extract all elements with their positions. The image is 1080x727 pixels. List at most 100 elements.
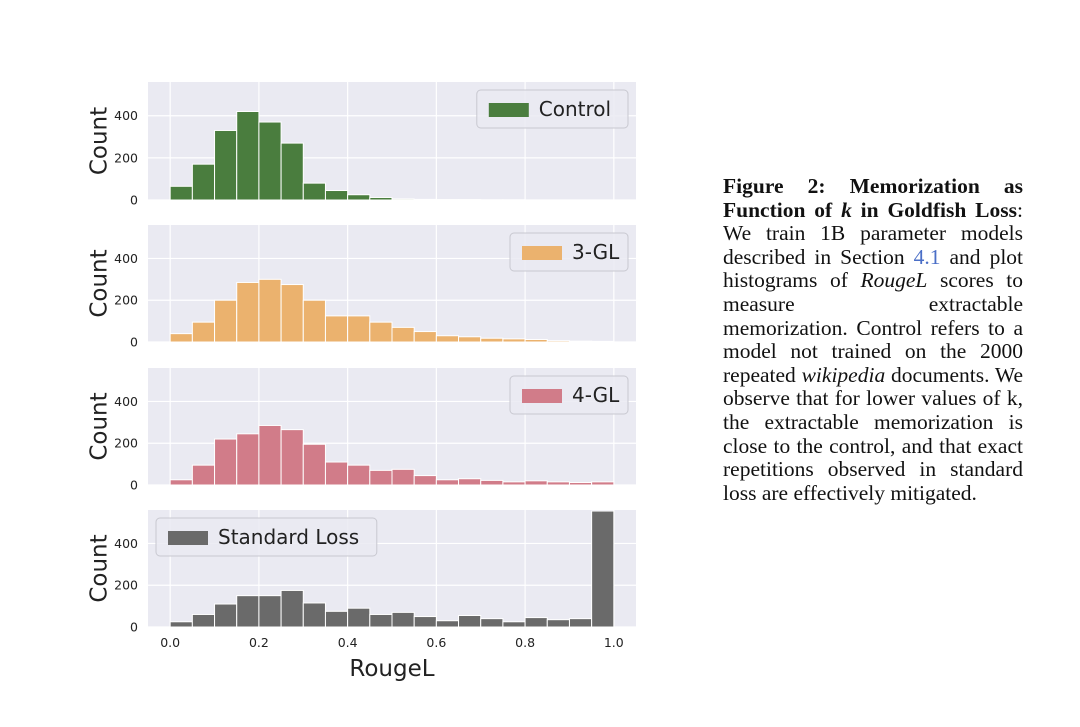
histogram-bar xyxy=(215,439,237,485)
histogram-bar xyxy=(325,191,347,200)
y-tick-label: 400 xyxy=(114,251,138,266)
histogram-bar xyxy=(459,616,481,627)
x-tick-label: 0.0 xyxy=(160,635,180,650)
legend-label: 4-GL xyxy=(572,383,620,407)
y-axis-label: Count xyxy=(87,534,113,602)
y-tick-label: 0 xyxy=(130,478,138,493)
histogram-bar xyxy=(481,480,503,485)
histogram-bar xyxy=(325,611,347,627)
histogram-bar xyxy=(237,282,259,342)
histogram-bar xyxy=(237,434,259,485)
caption-title-tail: in Goldfish Loss xyxy=(861,198,1017,222)
histogram-bar xyxy=(215,130,237,200)
histogram-bar xyxy=(348,195,370,200)
y-tick-label: 400 xyxy=(114,536,138,551)
y-tick-label: 200 xyxy=(114,436,138,451)
histogram-bar xyxy=(348,608,370,627)
legend-swatch xyxy=(168,531,208,545)
histogram-bar xyxy=(170,186,192,200)
figure-caption: Figure 2: Memorization as Function of k … xyxy=(723,175,1023,505)
histogram-bar xyxy=(459,479,481,485)
histogram-bar xyxy=(192,465,214,485)
x-tick-label: 0.2 xyxy=(249,635,269,650)
histogram-bar xyxy=(281,430,303,485)
x-tick-label: 0.8 xyxy=(515,635,535,650)
legend-swatch xyxy=(522,246,562,260)
histogram-bar xyxy=(503,622,525,627)
caption-colon: : xyxy=(1017,198,1023,222)
y-tick-label: 200 xyxy=(114,578,138,593)
histogram-bar xyxy=(170,334,192,342)
histogram-bar xyxy=(170,622,192,627)
histogram-bar xyxy=(481,619,503,627)
y-tick-label: 0 xyxy=(130,335,138,350)
caption-metric: RougeL xyxy=(860,268,927,292)
histogram-bar xyxy=(192,164,214,200)
y-tick-label: 400 xyxy=(114,394,138,409)
histogram-bar xyxy=(237,112,259,201)
histogram-bar xyxy=(325,462,347,485)
histogram-bar xyxy=(392,327,414,342)
histogram-bar xyxy=(348,465,370,485)
caption-title-k: k xyxy=(841,198,852,222)
histogram-bar xyxy=(303,300,325,342)
section-ref-link[interactable]: 4.1 xyxy=(914,245,941,269)
histogram-bar xyxy=(259,279,281,342)
x-tick-label: 1.0 xyxy=(604,635,624,650)
y-axis-label: Count xyxy=(87,249,113,317)
histogram-bar xyxy=(436,621,458,627)
legend-swatch xyxy=(489,103,529,117)
y-tick-label: 400 xyxy=(114,108,138,123)
y-tick-label: 0 xyxy=(130,620,138,635)
caption-source: wikipedia xyxy=(802,363,886,387)
legend-swatch xyxy=(522,389,562,403)
histogram-bar xyxy=(259,122,281,200)
histogram-bar xyxy=(592,341,614,342)
histogram-bar xyxy=(414,199,436,200)
x-tick-label: 0.4 xyxy=(338,635,358,650)
histogram-bar xyxy=(392,469,414,485)
histogram-bar xyxy=(414,476,436,485)
histogram-bar xyxy=(170,480,192,485)
legend-label: Control xyxy=(539,97,611,121)
histogram-bar xyxy=(259,425,281,485)
histogram-bar xyxy=(259,596,281,627)
histogram-bar xyxy=(370,197,392,200)
histogram-bar xyxy=(414,332,436,342)
histogram-bar xyxy=(370,470,392,485)
histogram-bar xyxy=(370,614,392,627)
legend-label: Standard Loss xyxy=(218,525,359,549)
histogram-bar xyxy=(370,322,392,342)
histogram-bar xyxy=(392,199,414,200)
y-tick-label: 0 xyxy=(130,193,138,208)
histogram-bar xyxy=(303,444,325,485)
histogram-bar xyxy=(237,596,259,627)
histogram-bar xyxy=(569,619,591,627)
y-axis-label: Count xyxy=(87,392,113,460)
histogram-bar xyxy=(348,316,370,342)
histogram-bar xyxy=(592,511,614,627)
histogram-bar xyxy=(192,322,214,342)
histogram-bar xyxy=(481,338,503,342)
histogram-bar xyxy=(525,339,547,342)
histogram-bar xyxy=(547,620,569,627)
histogram-bar xyxy=(503,339,525,342)
histogram-bar xyxy=(281,590,303,627)
histogram-bar xyxy=(503,482,525,485)
histogram-bar xyxy=(325,316,347,342)
histogram-bar xyxy=(436,480,458,485)
x-tick-label: 0.6 xyxy=(426,635,446,650)
histogram-bar xyxy=(525,618,547,627)
histogram-bar xyxy=(569,341,591,342)
histogram-bar xyxy=(215,300,237,342)
legend-label: 3-GL xyxy=(572,240,620,264)
histogram-bar xyxy=(436,336,458,342)
histogram-bar xyxy=(303,603,325,627)
y-tick-label: 200 xyxy=(114,150,138,165)
x-axis-label: RougeL xyxy=(349,656,434,682)
histogram-bar xyxy=(215,604,237,627)
histogram-bar xyxy=(569,482,591,485)
histogram-bar xyxy=(525,481,547,485)
